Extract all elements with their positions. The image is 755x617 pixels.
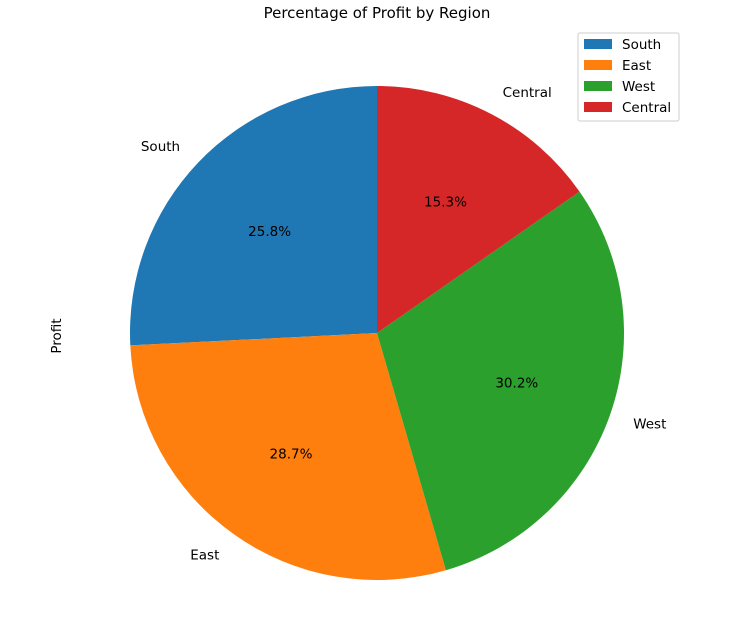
slice-percent-central: 15.3% xyxy=(424,195,467,211)
legend-label-south: South xyxy=(622,37,661,53)
pie-slice-central xyxy=(377,86,580,333)
pie-labels: South 25.8% East 28.7% West 30.2% Central 15.3% xyxy=(141,85,667,563)
legend-swatch-east xyxy=(584,60,612,70)
legend-label-east: East xyxy=(622,58,651,74)
y-axis-label: Profit xyxy=(49,318,65,353)
legend-swatch-central xyxy=(584,102,612,112)
slice-label-east: East xyxy=(190,547,219,563)
slice-label-west: West xyxy=(633,416,666,432)
slice-percent-west: 30.2% xyxy=(495,375,538,391)
slice-label-south: South xyxy=(141,139,180,155)
legend: South East West Central xyxy=(577,32,680,122)
legend-box xyxy=(577,32,680,122)
slice-percent-east: 28.7% xyxy=(270,447,313,463)
legend-label-west: West xyxy=(622,79,655,95)
legend-swatch-south xyxy=(584,39,612,49)
slice-label-central: Central xyxy=(503,85,552,101)
legend-swatch-west xyxy=(584,81,612,91)
pie-slice-east xyxy=(130,333,446,580)
slice-percent-south: 25.8% xyxy=(248,224,291,240)
chart-title: Percentage of Profit by Region xyxy=(264,4,491,22)
pie-slice-west xyxy=(377,191,624,571)
pie-slices xyxy=(129,86,624,580)
pie-slice-south xyxy=(129,86,377,346)
legend-label-central: Central xyxy=(622,100,671,116)
